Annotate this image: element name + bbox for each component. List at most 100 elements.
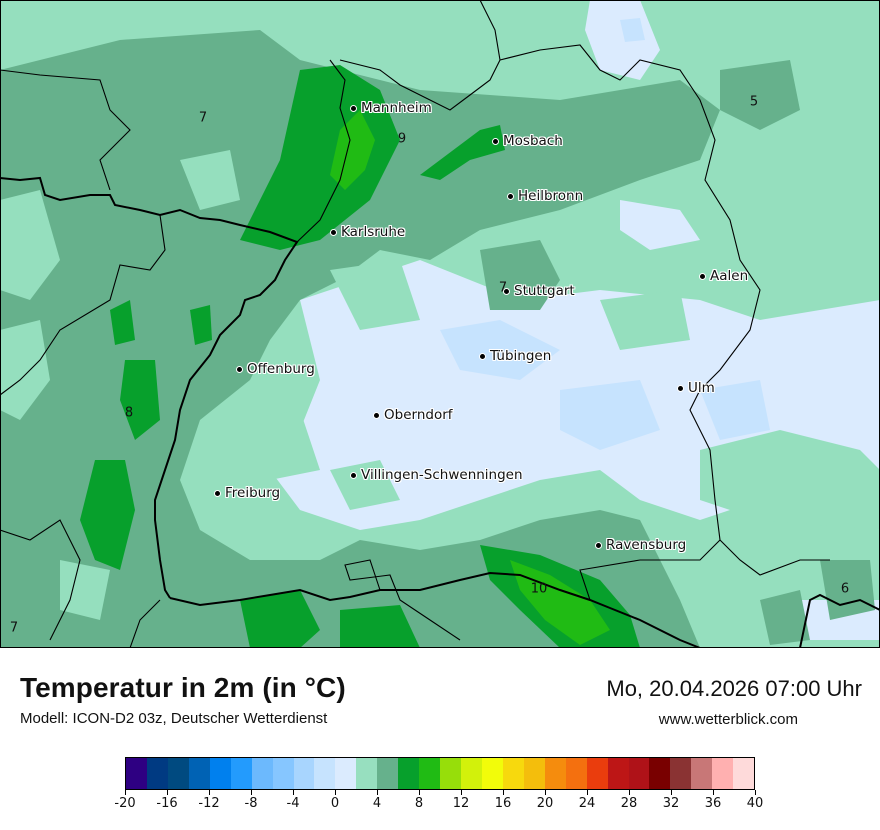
colorbar-tick-label: 36 [704,796,722,811]
chart-title: Temperatur in 2m (in °C) [20,672,346,703]
colorbar-segment [440,758,461,789]
colorbar-segment [251,758,273,789]
temperature-map: Mannheim Mosbach Heilbronn Karlsruhe Stu… [0,0,880,648]
contour-label: 7 [198,110,208,126]
city-karlsruhe: Karlsruhe [330,223,405,241]
footer: Temperatur in 2m (in °C) Modell: ICON-D2… [0,648,880,830]
colorbar-segment [523,758,545,789]
colorbar-tick [124,790,126,795]
colorbar-segment [314,758,336,789]
colorbar-tick-label: 0 [330,796,340,811]
temperature-colorbar [125,757,755,790]
colorbar-segment [565,758,587,789]
colorbar-tick-label: 32 [662,796,680,811]
colorbar-segment [691,758,713,789]
model-source: Modell: ICON-D2 03z, Deutscher Wetterdie… [20,710,328,727]
colorbar-tick [502,790,504,795]
colorbar-tick [586,790,588,795]
colorbar-segment [712,758,734,789]
colorbar-tick [250,790,252,795]
colorbar-tick [460,790,462,795]
colorbar-tick [628,790,630,795]
colorbar-segment [649,758,671,789]
colorbar-segment [607,758,629,789]
city-villingen-schwenningen: Villingen-Schwenningen [350,466,523,484]
mild-areas-4-6c [0,30,875,648]
colorbar-tick-label: -20 [114,796,136,811]
contour-label: 9 [397,131,407,147]
city-offenburg: Offenburg [236,360,315,378]
colorbar-tick-label: 12 [452,796,470,811]
city-ravensburg: Ravensburg [595,536,686,554]
colorbar-segment [419,758,441,789]
colorbar-tick-label: 40 [746,796,764,811]
city-marker-icon [479,352,486,360]
colorbar-segment [502,758,524,789]
colorbar-tick [376,790,378,795]
city-marker-icon [507,192,514,200]
colorbar-tick [754,790,756,795]
colorbar-segment [126,758,147,789]
colorbar-tick-label: 28 [620,796,638,811]
city-marker-icon [699,272,706,280]
colorbar-tick [418,790,420,795]
colorbar-tick [670,790,672,795]
colorbar-segment [230,758,252,789]
colorbar-segment [272,758,294,789]
colorbar-tick-label: -12 [198,796,220,811]
city-marker-icon [350,471,357,479]
city-marker-icon [492,137,499,145]
city-freiburg: Freiburg [214,484,280,502]
city-mannheim: Mannheim [350,99,432,117]
city-marker-icon [677,384,684,392]
city-ulm: Ulm [677,379,715,397]
colorbar-segment [209,758,231,789]
colorbar-tick-label: 8 [414,796,424,811]
contour-label: 8 [124,405,134,421]
colorbar-segment [356,758,378,789]
colorbar-segment [398,758,420,789]
colorbar-tick [544,790,546,795]
colorbar-ticks: -20 -16 -12 -8 -4 0 4 8 12 16 20 24 28 32 36 40 [114,790,763,820]
cold-areas-minus2-0c [440,18,770,450]
colorbar-tick-label: 16 [494,796,512,811]
contour-label: 10 [530,581,548,597]
city-oberndorf: Oberndorf [373,406,453,424]
country-borders [0,176,880,648]
colorbar-segment [586,758,608,789]
city-marker-icon [595,541,602,549]
colorbar-segment [628,758,650,789]
colorbar-tick-label: -16 [156,796,178,811]
website-link[interactable]: www.wetterblick.com [658,711,798,728]
contour-label: 7 [9,620,19,636]
colorbar-segment [733,758,755,789]
city-mosbach: Mosbach [492,132,563,150]
temperature-field [0,0,880,648]
city-aalen: Aalen [699,267,748,285]
colorbar-segment [544,758,566,789]
contour-label: 5 [749,94,759,110]
colorbar-segment [377,758,399,789]
city-marker-icon [236,365,243,373]
city-heilbronn: Heilbronn [507,187,583,205]
colorbar-segment [146,758,168,789]
colorbar-tick-label: -4 [286,796,300,811]
city-marker-icon [330,228,337,236]
city-marker-icon [350,104,357,112]
colorbar-tick-label: 4 [372,796,382,811]
contour-label: 6 [840,581,850,597]
colorbar-tick [208,790,210,795]
contour-label: 7 [498,280,508,296]
city-stuttgart: Stuttgart [503,282,575,300]
city-marker-icon [373,411,380,419]
forecast-datetime: Mo, 20.04.2026 07:00 Uhr [606,676,862,701]
colorbar-tick [166,790,168,795]
city-marker-icon [214,489,221,497]
city-tuebingen: Tübingen [479,347,551,365]
colorbar-segment [670,758,692,789]
colorbar-tick-label: -8 [244,796,258,811]
state-borders [0,0,830,648]
colorbar-segment [188,758,210,789]
colorbar-segment [167,758,189,789]
colorbar-tick [292,790,294,795]
